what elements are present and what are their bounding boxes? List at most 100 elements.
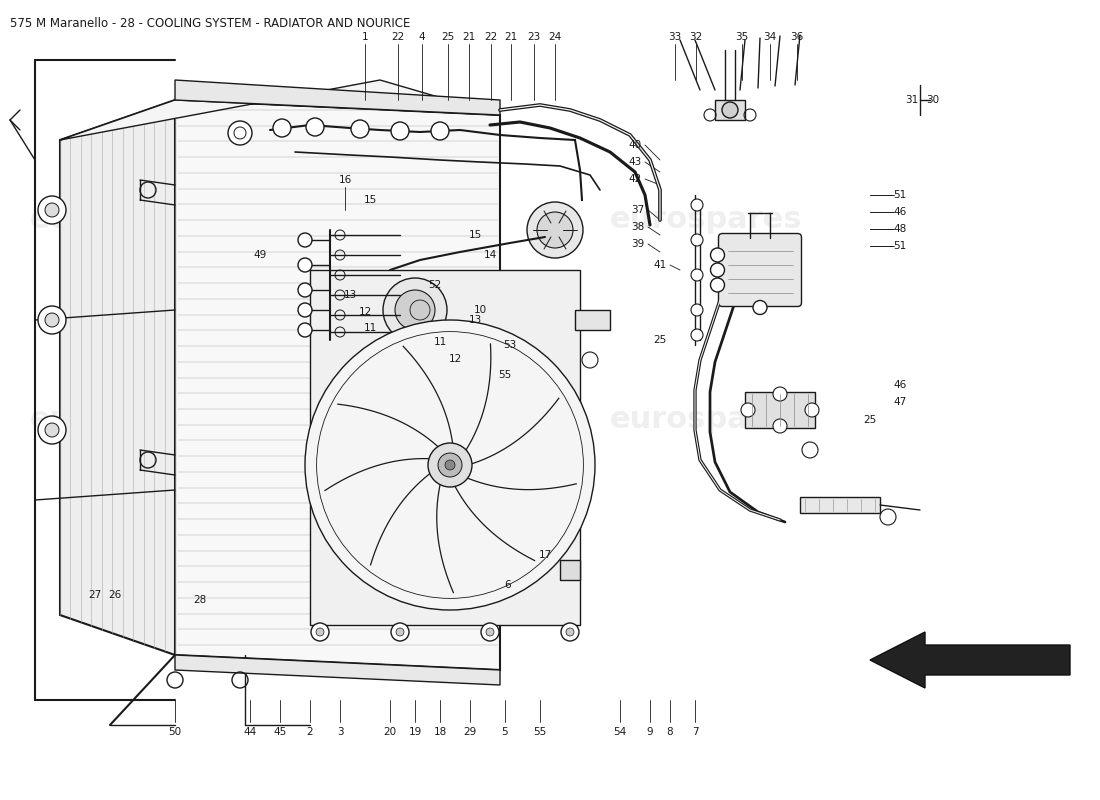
Circle shape — [438, 453, 462, 477]
Circle shape — [566, 628, 574, 636]
Text: 47: 47 — [893, 397, 906, 407]
Text: 25: 25 — [653, 335, 667, 345]
Circle shape — [773, 387, 786, 401]
Circle shape — [527, 202, 583, 258]
Text: 12: 12 — [449, 354, 462, 364]
Polygon shape — [175, 100, 500, 670]
Circle shape — [773, 419, 786, 433]
Circle shape — [561, 623, 579, 641]
Circle shape — [39, 196, 66, 224]
Text: 46: 46 — [893, 207, 906, 217]
Text: eurospares: eurospares — [610, 406, 803, 434]
Text: 6: 6 — [505, 580, 512, 590]
Text: 29: 29 — [463, 727, 476, 737]
Text: 30: 30 — [926, 95, 939, 105]
Text: 4: 4 — [419, 32, 426, 42]
Text: 22: 22 — [484, 32, 497, 42]
Circle shape — [316, 628, 324, 636]
Circle shape — [390, 122, 409, 140]
Text: 55: 55 — [534, 727, 547, 737]
Circle shape — [446, 460, 455, 470]
Text: 55: 55 — [498, 370, 512, 380]
Circle shape — [722, 102, 738, 118]
Text: 25: 25 — [864, 415, 877, 425]
Text: 18: 18 — [433, 727, 447, 737]
Text: 15: 15 — [469, 230, 482, 240]
Text: 53: 53 — [504, 340, 517, 350]
Circle shape — [691, 329, 703, 341]
Text: 14: 14 — [483, 250, 496, 260]
Polygon shape — [60, 100, 175, 655]
Circle shape — [754, 301, 767, 314]
Circle shape — [396, 628, 404, 636]
Text: 13: 13 — [469, 315, 482, 325]
Text: 19: 19 — [408, 727, 421, 737]
Circle shape — [691, 304, 703, 316]
Text: 31: 31 — [905, 95, 918, 105]
Circle shape — [691, 269, 703, 281]
Text: 33: 33 — [669, 32, 682, 42]
Circle shape — [410, 300, 430, 320]
Text: 2: 2 — [307, 727, 314, 737]
Text: 52: 52 — [428, 280, 441, 290]
Text: 51: 51 — [893, 190, 906, 200]
Text: 28: 28 — [194, 595, 207, 605]
Polygon shape — [745, 392, 815, 428]
Text: 5: 5 — [502, 727, 508, 737]
Text: eurospares: eurospares — [610, 206, 803, 234]
Circle shape — [537, 212, 573, 248]
Text: 11: 11 — [433, 337, 447, 347]
Circle shape — [228, 121, 252, 145]
Text: 42: 42 — [628, 174, 641, 184]
Circle shape — [39, 306, 66, 334]
Text: 16: 16 — [339, 175, 352, 185]
Circle shape — [298, 303, 312, 317]
Text: 50: 50 — [168, 727, 182, 737]
Text: 25: 25 — [441, 32, 454, 42]
Text: 7: 7 — [692, 727, 698, 737]
Text: 36: 36 — [791, 32, 804, 42]
Polygon shape — [800, 497, 880, 513]
Text: 24: 24 — [549, 32, 562, 42]
Circle shape — [711, 248, 725, 262]
Circle shape — [298, 283, 312, 297]
Polygon shape — [310, 270, 580, 625]
Circle shape — [481, 623, 499, 641]
Text: 39: 39 — [631, 239, 645, 249]
Text: 44: 44 — [243, 727, 256, 737]
Circle shape — [741, 403, 755, 417]
Text: eurospares: eurospares — [30, 206, 222, 234]
Text: 37: 37 — [631, 205, 645, 215]
Circle shape — [305, 320, 595, 610]
Circle shape — [431, 122, 449, 140]
Text: 41: 41 — [653, 260, 667, 270]
Polygon shape — [175, 655, 500, 685]
Text: 54: 54 — [614, 727, 627, 737]
Circle shape — [273, 119, 292, 137]
Text: 40: 40 — [628, 140, 641, 150]
Text: 46: 46 — [893, 380, 906, 390]
Text: 23: 23 — [527, 32, 540, 42]
Text: 21: 21 — [462, 32, 475, 42]
Circle shape — [711, 278, 725, 292]
Polygon shape — [575, 310, 611, 330]
Text: 45: 45 — [274, 727, 287, 737]
Text: 32: 32 — [690, 32, 703, 42]
Text: eurospares: eurospares — [310, 406, 503, 434]
Text: 27: 27 — [88, 590, 101, 600]
Circle shape — [711, 263, 725, 277]
Polygon shape — [715, 100, 745, 120]
Text: eurospares: eurospares — [310, 206, 503, 234]
FancyBboxPatch shape — [718, 234, 802, 306]
Circle shape — [45, 313, 59, 327]
Circle shape — [486, 628, 494, 636]
Text: 13: 13 — [343, 290, 356, 300]
Text: 34: 34 — [763, 32, 777, 42]
Circle shape — [351, 120, 369, 138]
Text: 15: 15 — [363, 195, 376, 205]
Circle shape — [395, 290, 434, 330]
Circle shape — [383, 278, 447, 342]
Circle shape — [39, 416, 66, 444]
Text: 49: 49 — [253, 250, 266, 260]
Text: 48: 48 — [893, 224, 906, 234]
